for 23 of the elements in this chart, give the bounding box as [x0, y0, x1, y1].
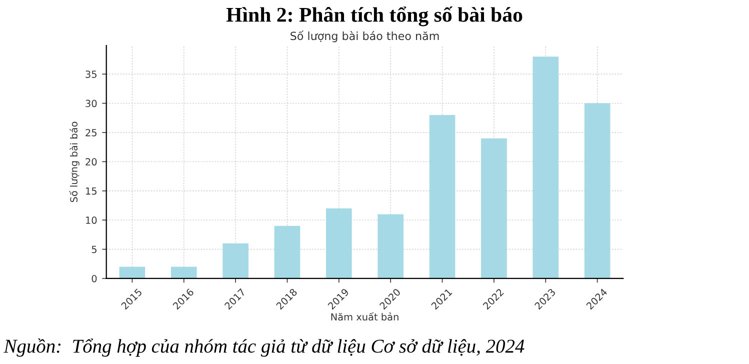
y-tick-label: 10 [86, 216, 97, 224]
bar [429, 114, 456, 278]
y-tick-label: 25 [86, 128, 96, 136]
y-tick-label: 15 [86, 187, 96, 195]
bar [532, 56, 559, 278]
bar [481, 138, 507, 278]
chart-title: Hình 2: Phân tích tổng số bài báo [226, 6, 522, 26]
y-tick-label: 0 [92, 274, 97, 282]
bar [119, 266, 146, 278]
bar [584, 103, 610, 278]
y-tick-label: 30 [86, 100, 97, 108]
x-axis-title: Năm xuất bản [331, 312, 398, 321]
chart-subtitle: Số lượng bài báo theo năm [290, 30, 439, 42]
bar [170, 266, 197, 278]
bar [274, 226, 300, 278]
text: Nguồn: Tổng hợp của nhóm tác giả từ dữ liệu Cơ sở dữ liệu, 2024 [4, 338, 524, 357]
y-tick-label: 20 [86, 158, 97, 166]
y-axis-title: Số lượng bài báo [69, 122, 80, 202]
bar [326, 208, 352, 278]
bar [222, 243, 248, 278]
y-tick-label: 5 [92, 246, 96, 254]
bar [378, 214, 404, 278]
y-tick-label: 35 [86, 70, 96, 78]
